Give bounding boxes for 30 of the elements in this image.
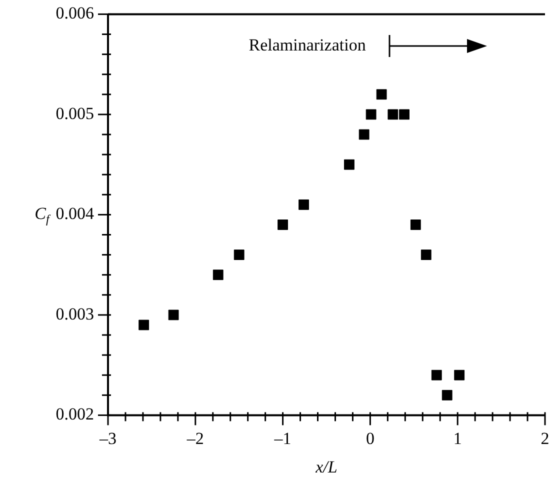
point [138, 320, 150, 330]
y-tick-label: 0.005 [56, 104, 94, 123]
point [442, 390, 452, 400]
x-axis-title: x/L [314, 457, 338, 476]
point [358, 129, 370, 140]
point [388, 109, 398, 120]
point [234, 250, 244, 260]
x-tick-label: 2 [540, 428, 550, 448]
point [212, 270, 224, 280]
point [344, 159, 354, 170]
x-tick-label: –1 [273, 428, 292, 448]
point [298, 199, 309, 210]
y-tick-label: 0.004 [56, 204, 94, 224]
point [366, 109, 376, 120]
y-tick-label: 0.002 [56, 404, 94, 424]
y-tick-label: 0.003 [56, 304, 94, 324]
point [278, 220, 288, 230]
x-tick-label: –2 [186, 428, 204, 448]
x-tick-label: 1 [453, 428, 462, 448]
x-tick-label: 0 [366, 428, 374, 448]
point [376, 89, 387, 100]
point [399, 109, 410, 120]
point [431, 370, 442, 380]
point [420, 250, 432, 260]
annotation: Relaminarization [248, 36, 366, 55]
y-tick-label: 0.006 [56, 4, 94, 23]
point [410, 220, 421, 230]
point [454, 370, 465, 380]
x-tick-label: –3 [98, 428, 116, 448]
point [168, 310, 179, 320]
